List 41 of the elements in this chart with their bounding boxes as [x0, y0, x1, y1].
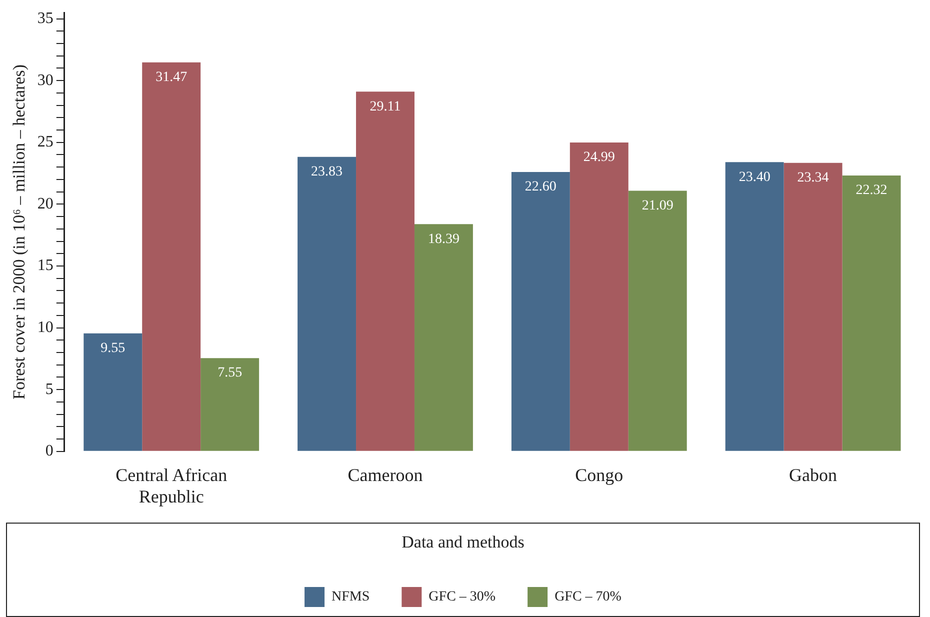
data-label: 7.55	[218, 366, 242, 381]
y-tick-label: 5	[45, 380, 54, 398]
y-tick-label: 10	[37, 318, 54, 336]
bar	[298, 156, 356, 451]
bar	[628, 190, 687, 451]
bar	[725, 162, 784, 451]
y-tick-label: 30	[37, 72, 54, 89]
x-tick-label: Gabon	[789, 464, 838, 485]
bar	[84, 333, 142, 451]
legend-title: Data and methods	[402, 532, 524, 552]
y-tick-label: 15	[37, 257, 54, 274]
y-axis-title: Forest cover in 2000 (in 10⁶ – million – hectares)	[10, 64, 29, 400]
y-tick-label: 20	[37, 195, 54, 212]
data-label: 31.47	[156, 70, 188, 86]
y-tick-label: 35	[37, 10, 54, 27]
bar	[356, 92, 414, 451]
legend-label: GFC – 70%	[554, 590, 622, 605]
data-label: 24.99	[583, 150, 615, 166]
data-label: 29.11	[370, 99, 401, 114]
data-label: 21.09	[642, 198, 674, 214]
data-label: 23.34	[797, 170, 829, 186]
bar	[200, 358, 260, 451]
data-label: 22.32	[856, 183, 888, 198]
bar	[842, 176, 901, 451]
data-label: 23.40	[738, 170, 770, 185]
data-label: 9.55	[100, 341, 126, 356]
x-tick-label: Cameroon	[348, 464, 423, 485]
bar	[570, 142, 628, 451]
bar	[784, 162, 842, 451]
bar	[511, 172, 570, 451]
legend-label: NFMS	[332, 590, 370, 605]
legend-label: GFC – 30%	[428, 590, 496, 605]
x-tick-label: Congo	[575, 464, 624, 485]
data-label: 22.60	[524, 180, 556, 195]
y-tick-label: 0	[45, 442, 54, 460]
bar	[142, 62, 201, 451]
data-label: 23.83	[311, 164, 343, 180]
y-tick-label: 25	[37, 134, 54, 151]
x-tick-label: Central African Republic	[116, 464, 228, 507]
bar	[414, 224, 473, 451]
data-label: 18.39	[428, 232, 460, 247]
